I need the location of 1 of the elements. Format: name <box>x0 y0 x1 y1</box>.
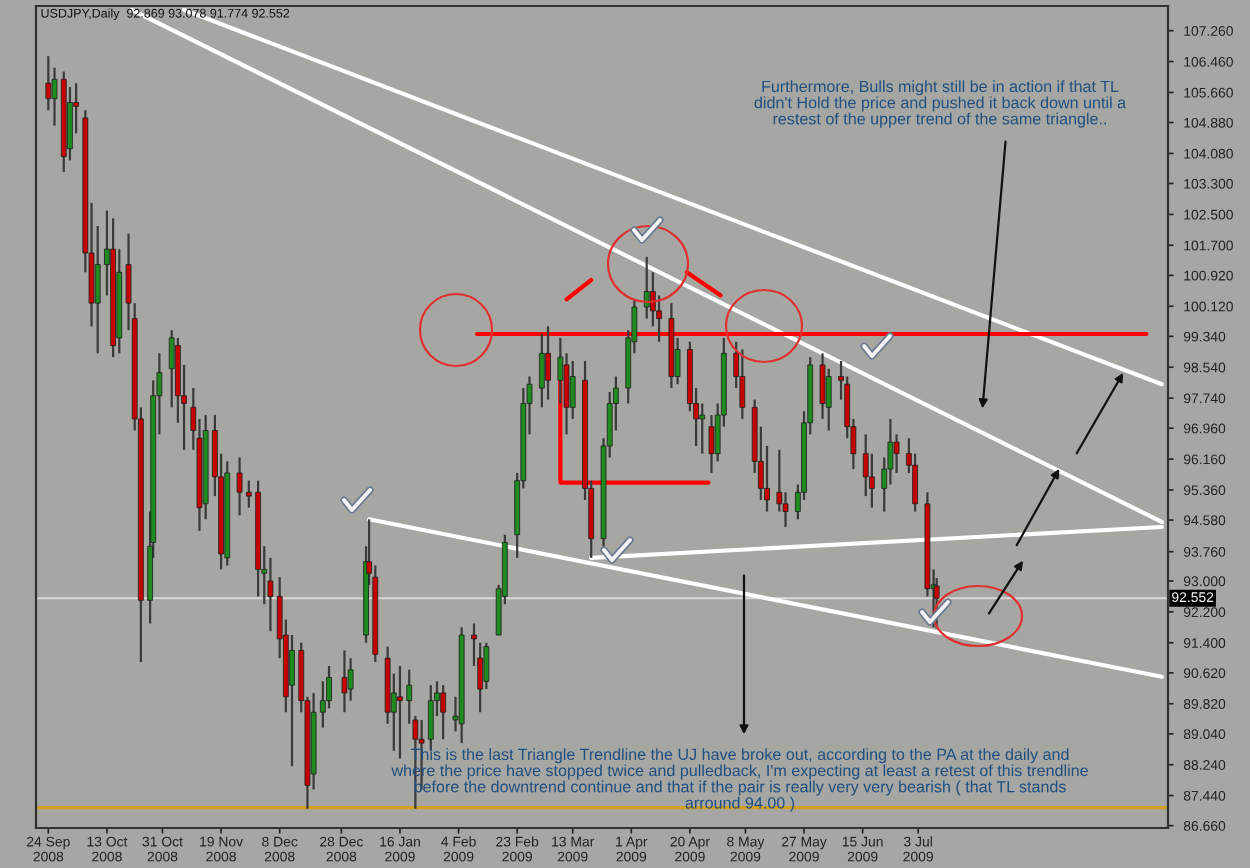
annotation: Furthermore, Bulls might still be in action if that TL didn't Hold the price and pushed it back down until a restest of the upper trend of the same triangle.. <box>754 80 1127 128</box>
